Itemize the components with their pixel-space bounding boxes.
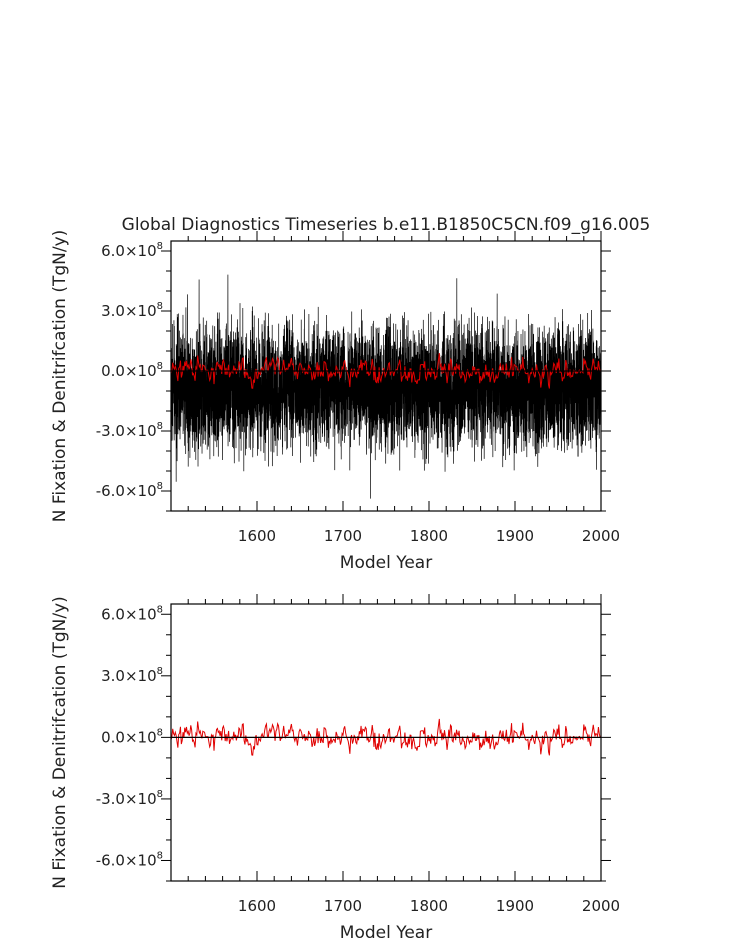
y-tick-times: ×10 bbox=[125, 728, 157, 746]
y-tick-mantissa: -3.0 bbox=[96, 790, 125, 808]
plot-frame bbox=[170, 603, 602, 882]
y-tick-mantissa: 6.0 bbox=[101, 605, 125, 623]
x-tick-label: 2000 bbox=[582, 897, 620, 915]
y-tick-exponent: 8 bbox=[157, 789, 163, 800]
y-tick-times: ×10 bbox=[125, 362, 157, 380]
y-tick-mantissa: 0.0 bbox=[101, 728, 125, 746]
series-line-0 bbox=[170, 718, 602, 756]
y-tick-mantissa: 0.0 bbox=[101, 362, 125, 380]
y-tick-times: ×10 bbox=[125, 422, 157, 440]
y-tick-label: -3.0×108 bbox=[96, 421, 163, 440]
y-tick-label: -3.0×108 bbox=[96, 789, 163, 808]
series-line-1 bbox=[170, 352, 602, 389]
series-layer bbox=[170, 718, 602, 756]
y-tick-label: 6.0×108 bbox=[101, 241, 163, 260]
y-tick-exponent: 8 bbox=[157, 727, 163, 738]
y-tick-exponent: 8 bbox=[157, 481, 163, 492]
x-axis-title: Model Year bbox=[340, 923, 432, 943]
y-tick-label: 3.0×108 bbox=[101, 301, 163, 320]
top-panel: Global Diagnostics Timeseries b.e11.B185… bbox=[50, 215, 650, 573]
y-tick-label: 6.0×108 bbox=[101, 604, 163, 623]
y-tick-times: ×10 bbox=[125, 790, 157, 808]
y-tick-mantissa: 3.0 bbox=[101, 667, 125, 685]
y-tick-times: ×10 bbox=[125, 667, 157, 685]
y-tick-mantissa: 3.0 bbox=[101, 302, 125, 320]
y-tick-exponent: 8 bbox=[157, 241, 163, 252]
y-tick-label: 0.0×108 bbox=[101, 361, 163, 380]
x-tick-label: 1600 bbox=[238, 527, 276, 545]
x-tick-label: 2000 bbox=[582, 527, 620, 545]
ticks-layer: 1600 1700 1800 1900 20006.0×1083.0×1080.0×10… bbox=[96, 594, 620, 915]
y-tick-exponent: 8 bbox=[157, 421, 163, 432]
y-tick-exponent: 8 bbox=[157, 666, 163, 677]
plot-frame bbox=[170, 240, 602, 512]
y-tick-times: ×10 bbox=[125, 302, 157, 320]
y-axis-title: N Fixation & Denitrifcation (TgN/y) bbox=[50, 596, 70, 889]
y-tick-times: ×10 bbox=[125, 851, 157, 869]
y-tick-label: -6.0×108 bbox=[96, 850, 163, 869]
x-tick-label: 1700 bbox=[324, 897, 362, 915]
y-tick-exponent: 8 bbox=[157, 301, 163, 312]
x-tick-label: 1900 bbox=[496, 897, 534, 915]
bottom-panel: 1600 1700 1800 1900 20006.0×1083.0×1080.0×10… bbox=[50, 594, 620, 943]
y-tick-times: ×10 bbox=[125, 482, 157, 500]
y-axis-title: N Fixation & Denitrifcation (TgN/y) bbox=[50, 230, 70, 523]
x-tick-label: 1800 bbox=[410, 527, 448, 545]
y-tick-mantissa: 6.0 bbox=[101, 242, 125, 260]
x-tick-label: 1600 bbox=[238, 897, 276, 915]
chart-title: Global Diagnostics Timeseries b.e11.B185… bbox=[122, 215, 651, 235]
y-tick-label: -6.0×108 bbox=[96, 481, 163, 500]
x-axis-title: Model Year bbox=[340, 553, 432, 573]
y-tick-exponent: 8 bbox=[157, 850, 163, 861]
y-tick-mantissa: -6.0 bbox=[96, 851, 125, 869]
series-line-0 bbox=[170, 274, 602, 499]
y-tick-label: 0.0×108 bbox=[101, 727, 163, 746]
y-tick-label: 3.0×108 bbox=[101, 666, 163, 685]
y-tick-mantissa: -3.0 bbox=[96, 422, 125, 440]
ticks-layer: 1600 1700 1800 1900 20006.0×1083.0×1080.0×10… bbox=[96, 231, 620, 545]
series-layer bbox=[170, 274, 602, 499]
y-tick-exponent: 8 bbox=[157, 604, 163, 615]
y-tick-times: ×10 bbox=[125, 605, 157, 623]
y-tick-mantissa: -6.0 bbox=[96, 482, 125, 500]
x-tick-label: 1700 bbox=[324, 527, 362, 545]
y-tick-exponent: 8 bbox=[157, 361, 163, 372]
x-tick-label: 1800 bbox=[410, 897, 448, 915]
x-tick-label: 1900 bbox=[496, 527, 534, 545]
y-tick-times: ×10 bbox=[125, 242, 157, 260]
